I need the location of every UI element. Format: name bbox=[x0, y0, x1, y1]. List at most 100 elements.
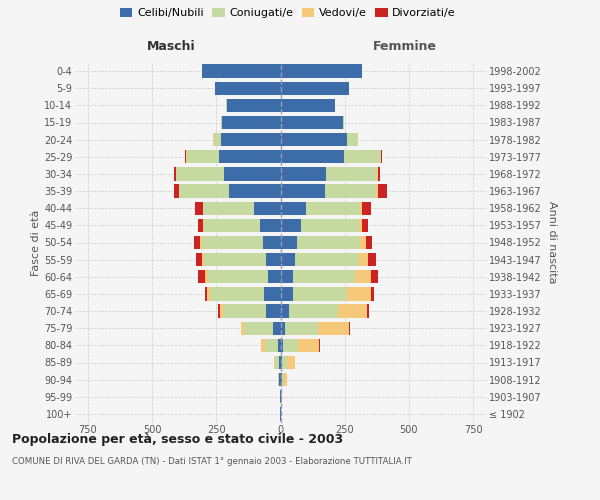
Bar bbox=[278, 373, 280, 386]
Text: Femmine: Femmine bbox=[373, 40, 437, 52]
Bar bbox=[260, 218, 281, 232]
Bar bbox=[371, 270, 378, 283]
Bar bbox=[368, 253, 376, 266]
Bar bbox=[202, 236, 263, 249]
Bar bbox=[281, 322, 285, 335]
Bar bbox=[296, 236, 361, 249]
Bar bbox=[275, 356, 279, 369]
Bar bbox=[281, 82, 349, 95]
Bar bbox=[200, 236, 202, 249]
Bar bbox=[281, 150, 344, 164]
Bar bbox=[281, 304, 289, 318]
Bar bbox=[281, 133, 347, 146]
Bar bbox=[281, 356, 282, 369]
Bar bbox=[174, 184, 179, 198]
Bar bbox=[194, 236, 200, 249]
Bar bbox=[378, 167, 380, 180]
Bar bbox=[202, 64, 281, 78]
Bar bbox=[199, 270, 205, 283]
Y-axis label: Anni di nascita: Anni di nascita bbox=[547, 201, 557, 284]
Bar bbox=[282, 356, 287, 369]
Bar bbox=[241, 322, 244, 335]
Bar bbox=[218, 304, 220, 318]
Legend: Celibi/Nubili, Coniugati/e, Vedovi/e, Divorziati/e: Celibi/Nubili, Coniugati/e, Vedovi/e, Di… bbox=[118, 6, 458, 20]
Bar bbox=[262, 338, 265, 352]
Bar bbox=[204, 253, 266, 266]
Bar bbox=[355, 270, 371, 283]
Text: Popolazione per età, sesso e stato civile - 2003: Popolazione per età, sesso e stato civil… bbox=[12, 432, 343, 446]
Bar bbox=[205, 270, 208, 283]
Bar bbox=[264, 287, 281, 300]
Bar bbox=[268, 270, 281, 283]
Bar bbox=[318, 322, 349, 335]
Bar bbox=[274, 322, 281, 335]
Bar bbox=[187, 150, 219, 164]
Bar bbox=[301, 218, 359, 232]
Text: Maschi: Maschi bbox=[146, 40, 196, 52]
Bar bbox=[221, 116, 222, 129]
Bar bbox=[214, 133, 221, 146]
Bar bbox=[362, 202, 371, 215]
Bar bbox=[244, 322, 274, 335]
Bar bbox=[281, 167, 326, 180]
Bar bbox=[295, 253, 359, 266]
Bar bbox=[281, 373, 283, 386]
Bar bbox=[197, 218, 203, 232]
Bar bbox=[325, 184, 376, 198]
Bar bbox=[254, 202, 281, 215]
Bar bbox=[283, 338, 298, 352]
Bar bbox=[281, 236, 296, 249]
Bar bbox=[305, 202, 360, 215]
Bar bbox=[338, 304, 367, 318]
Bar bbox=[293, 287, 347, 300]
Bar bbox=[367, 304, 369, 318]
Bar bbox=[196, 253, 202, 266]
Bar bbox=[227, 98, 281, 112]
Bar bbox=[176, 167, 224, 180]
Bar bbox=[266, 253, 281, 266]
Bar bbox=[298, 338, 319, 352]
Bar bbox=[220, 304, 223, 318]
Bar bbox=[202, 253, 204, 266]
Bar bbox=[203, 218, 205, 232]
Bar bbox=[285, 322, 318, 335]
Bar bbox=[221, 133, 281, 146]
Bar bbox=[224, 167, 281, 180]
Bar bbox=[326, 167, 377, 180]
Bar bbox=[281, 218, 301, 232]
Bar bbox=[283, 373, 287, 386]
Bar bbox=[274, 356, 275, 369]
Bar bbox=[349, 322, 350, 335]
Bar bbox=[215, 82, 281, 95]
Bar bbox=[185, 150, 187, 164]
Bar bbox=[360, 202, 362, 215]
Bar bbox=[359, 253, 368, 266]
Bar bbox=[289, 304, 338, 318]
Bar bbox=[173, 167, 176, 180]
Bar bbox=[229, 184, 281, 198]
Bar bbox=[362, 218, 368, 232]
Bar bbox=[347, 287, 371, 300]
Bar bbox=[281, 338, 283, 352]
Bar bbox=[207, 287, 210, 300]
Bar bbox=[347, 133, 358, 146]
Bar bbox=[219, 150, 281, 164]
Bar bbox=[179, 184, 229, 198]
Bar bbox=[281, 270, 293, 283]
Bar bbox=[371, 287, 374, 300]
Bar bbox=[203, 202, 254, 215]
Bar bbox=[281, 184, 325, 198]
Bar bbox=[377, 184, 388, 198]
Bar bbox=[281, 253, 295, 266]
Bar bbox=[263, 236, 281, 249]
Bar bbox=[265, 338, 278, 352]
Bar bbox=[381, 150, 382, 164]
Bar bbox=[279, 356, 281, 369]
Bar bbox=[359, 218, 362, 232]
Text: COMUNE DI RIVA DEL GARDA (TN) - Dati ISTAT 1° gennaio 2003 - Elaborazione TUTTIT: COMUNE DI RIVA DEL GARDA (TN) - Dati IST… bbox=[12, 458, 412, 466]
Bar bbox=[293, 270, 355, 283]
Bar bbox=[281, 287, 293, 300]
Bar bbox=[281, 390, 282, 404]
Bar bbox=[223, 304, 266, 318]
Bar bbox=[210, 287, 264, 300]
